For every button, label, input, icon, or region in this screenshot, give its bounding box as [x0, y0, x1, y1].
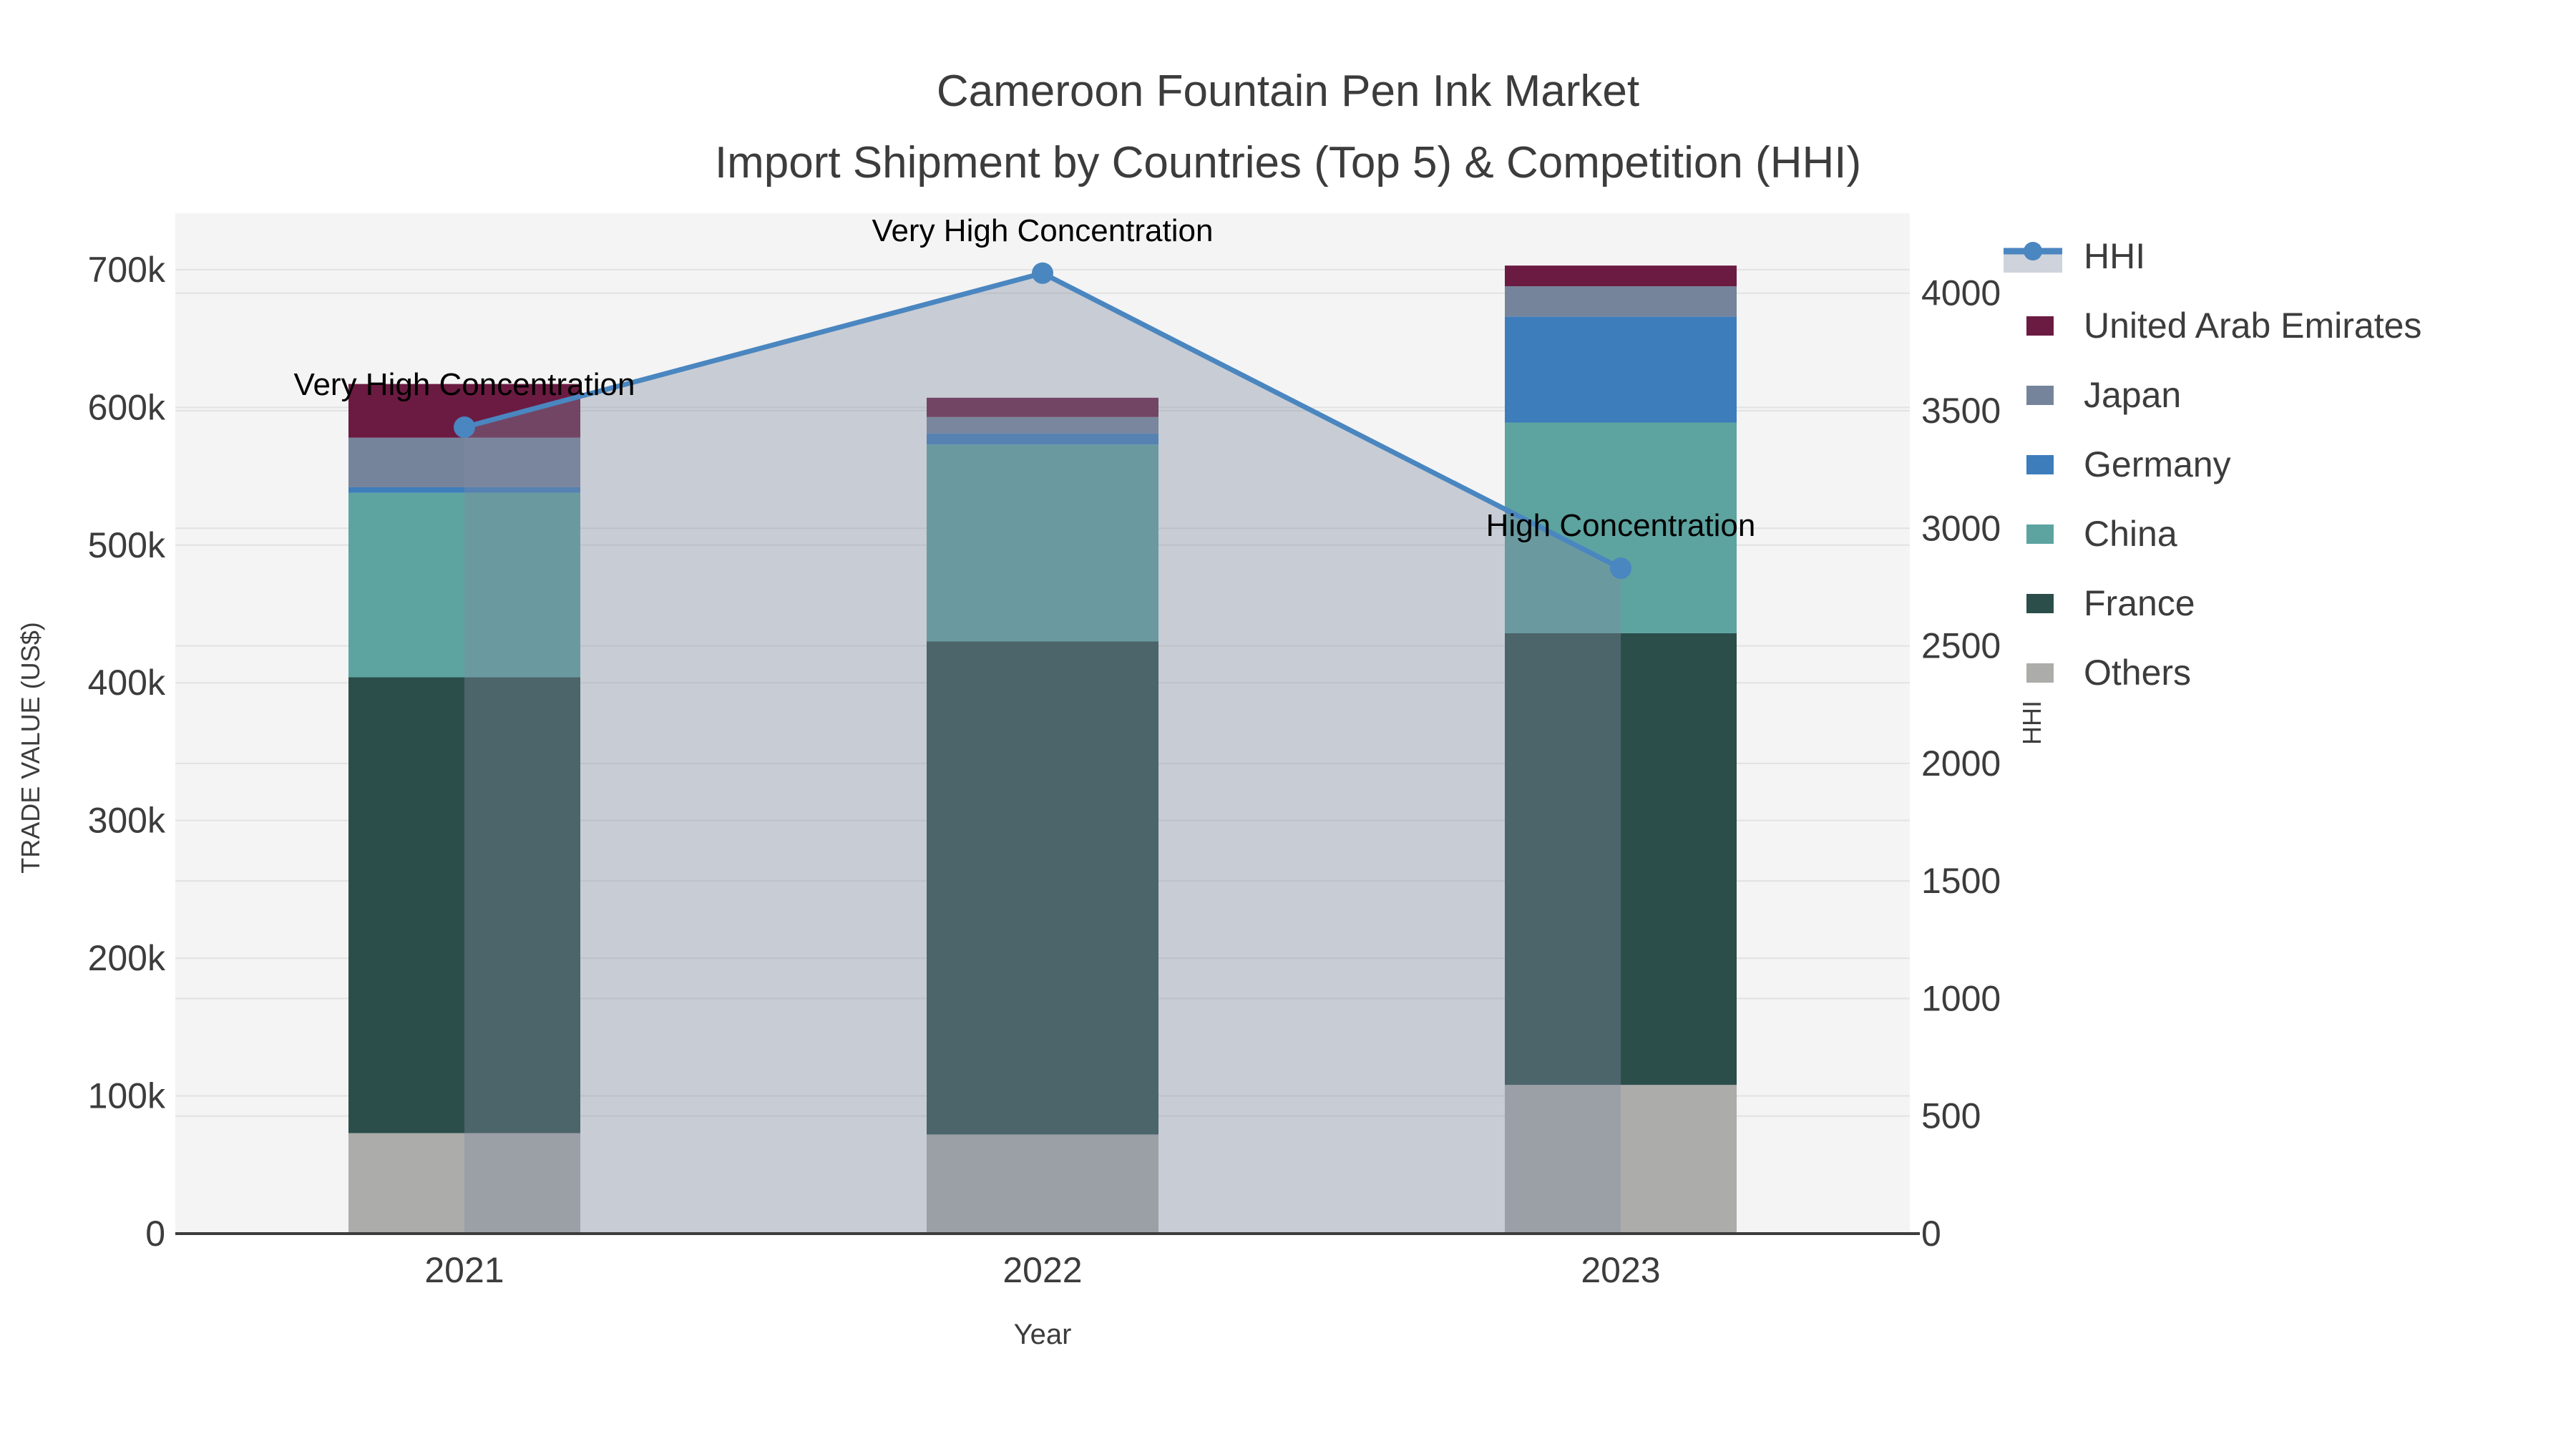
legend-label: United Arab Emirates [2084, 306, 2421, 346]
x-axis-title: Year [1014, 1319, 1072, 1350]
right-axis-tick-label: 2500 [1921, 626, 2001, 666]
annotation-2022: Very High Concentration [872, 213, 1214, 248]
legend-color-swatch [2026, 316, 2054, 336]
hhi-point-2023[interactable] [1610, 557, 1631, 580]
chart-title-line1: Cameroon Fountain Pen Ink Market [937, 67, 1639, 116]
legend-label: Japan [2084, 375, 2181, 415]
legend-label: France [2084, 583, 2195, 623]
legend-item-hhi[interactable]: HHI [2004, 236, 2145, 276]
legend-item-united-arab-emirates[interactable]: United Arab Emirates [2026, 306, 2421, 346]
bar-segment-others-2022[interactable] [927, 1134, 1158, 1234]
left-axis-tick-label: 100k [88, 1076, 166, 1116]
right-axis-tick-label: 1500 [1921, 861, 2001, 901]
legend-label: China [2084, 514, 2177, 554]
bar-segment-china-2022[interactable] [927, 444, 1158, 642]
left-axis-tick-label: 700k [88, 250, 166, 290]
bar-segment-germany-2023[interactable] [1505, 316, 1737, 423]
right-axis-tick-label: 4000 [1921, 273, 2001, 313]
axes-layer: 0 100k 200k 300k 400k 500k 600k 700k 0 500 1000 150… [88, 250, 2001, 1290]
legend: HHI United Arab Emirates Japan Germany China… [2004, 236, 2421, 693]
hhi-layer [454, 262, 1631, 1234]
right-axis-tick-label: 0 [1921, 1214, 1941, 1254]
bar-segment-japan-2022[interactable] [927, 416, 1158, 434]
hhi-point-2022[interactable] [1032, 262, 1053, 284]
legend-label: Germany [2084, 444, 2231, 484]
right-axis-tick-label: 500 [1921, 1096, 1981, 1136]
bar-segment-others-2021[interactable] [348, 1133, 580, 1234]
x-axis-tick-label: 2023 [1581, 1250, 1660, 1290]
annotation-2023: High Concentration [1486, 508, 1756, 543]
bar-segment-japan-2023[interactable] [1505, 286, 1737, 317]
legend-item-germany[interactable]: Germany [2026, 444, 2231, 484]
legend-color-swatch [2026, 386, 2054, 405]
chart-title-line2: Import Shipment by Countries (Top 5) & C… [715, 138, 1861, 187]
legend-item-france[interactable]: France [2026, 583, 2195, 623]
right-axis-tick-label: 3000 [1921, 508, 2001, 548]
hhi-area [464, 273, 1621, 1234]
legend-item-china[interactable]: China [2026, 514, 2177, 554]
annotation-2021: Very High Concentration [294, 367, 635, 402]
bar-segment-germany-2022[interactable] [927, 433, 1158, 445]
left-axis-tick-label: 200k [88, 938, 166, 978]
left-axis-tick-label: 600k [88, 387, 166, 427]
left-axis-title: TRADE VALUE (US$) [16, 622, 45, 873]
right-axis-tick-label: 1000 [1921, 978, 2001, 1018]
annotations-layer: Very High Concentration Very High Concent… [294, 213, 1756, 543]
legend-color-swatch [2026, 455, 2054, 474]
hhi-point-2021[interactable] [454, 416, 475, 438]
right-axis-tick-label: 2000 [1921, 743, 2001, 784]
legend-item-japan[interactable]: Japan [2026, 375, 2181, 415]
left-axis-tick-label: 400k [88, 663, 166, 703]
left-axis-tick-label: 0 [145, 1214, 165, 1254]
bar-segment-united-arab-emirates-2022[interactable] [927, 397, 1158, 417]
legend-color-swatch [2026, 525, 2054, 544]
left-axis-tick-label: 300k [88, 801, 166, 841]
legend-color-swatch [2026, 594, 2054, 613]
left-axis-tick-label: 500k [88, 525, 166, 565]
bar-segment-others-2023[interactable] [1505, 1085, 1737, 1234]
legend-hhi-marker [2024, 242, 2042, 260]
bar-segment-united-arab-emirates-2023[interactable] [1505, 265, 1737, 286]
bar-segment-france-2021[interactable] [348, 677, 580, 1133]
legend-item-others[interactable]: Others [2026, 653, 2191, 693]
bar-segment-japan-2021[interactable] [348, 437, 580, 487]
bar-segment-france-2023[interactable] [1505, 633, 1737, 1085]
bar-segment-china-2021[interactable] [348, 492, 580, 678]
legend-label: Others [2084, 653, 2191, 693]
legend-label: HHI [2084, 236, 2145, 276]
bar-segment-germany-2021[interactable] [348, 487, 580, 493]
x-axis-tick-label: 2022 [1002, 1250, 1082, 1290]
right-axis-tick-label: 3500 [1921, 391, 2001, 431]
x-axis-tick-label: 2021 [424, 1250, 504, 1290]
legend-color-swatch [2026, 663, 2054, 683]
right-axis-title: HHI [2017, 701, 2046, 745]
bars-layer [348, 265, 1737, 1234]
bar-segment-france-2022[interactable] [927, 641, 1158, 1135]
